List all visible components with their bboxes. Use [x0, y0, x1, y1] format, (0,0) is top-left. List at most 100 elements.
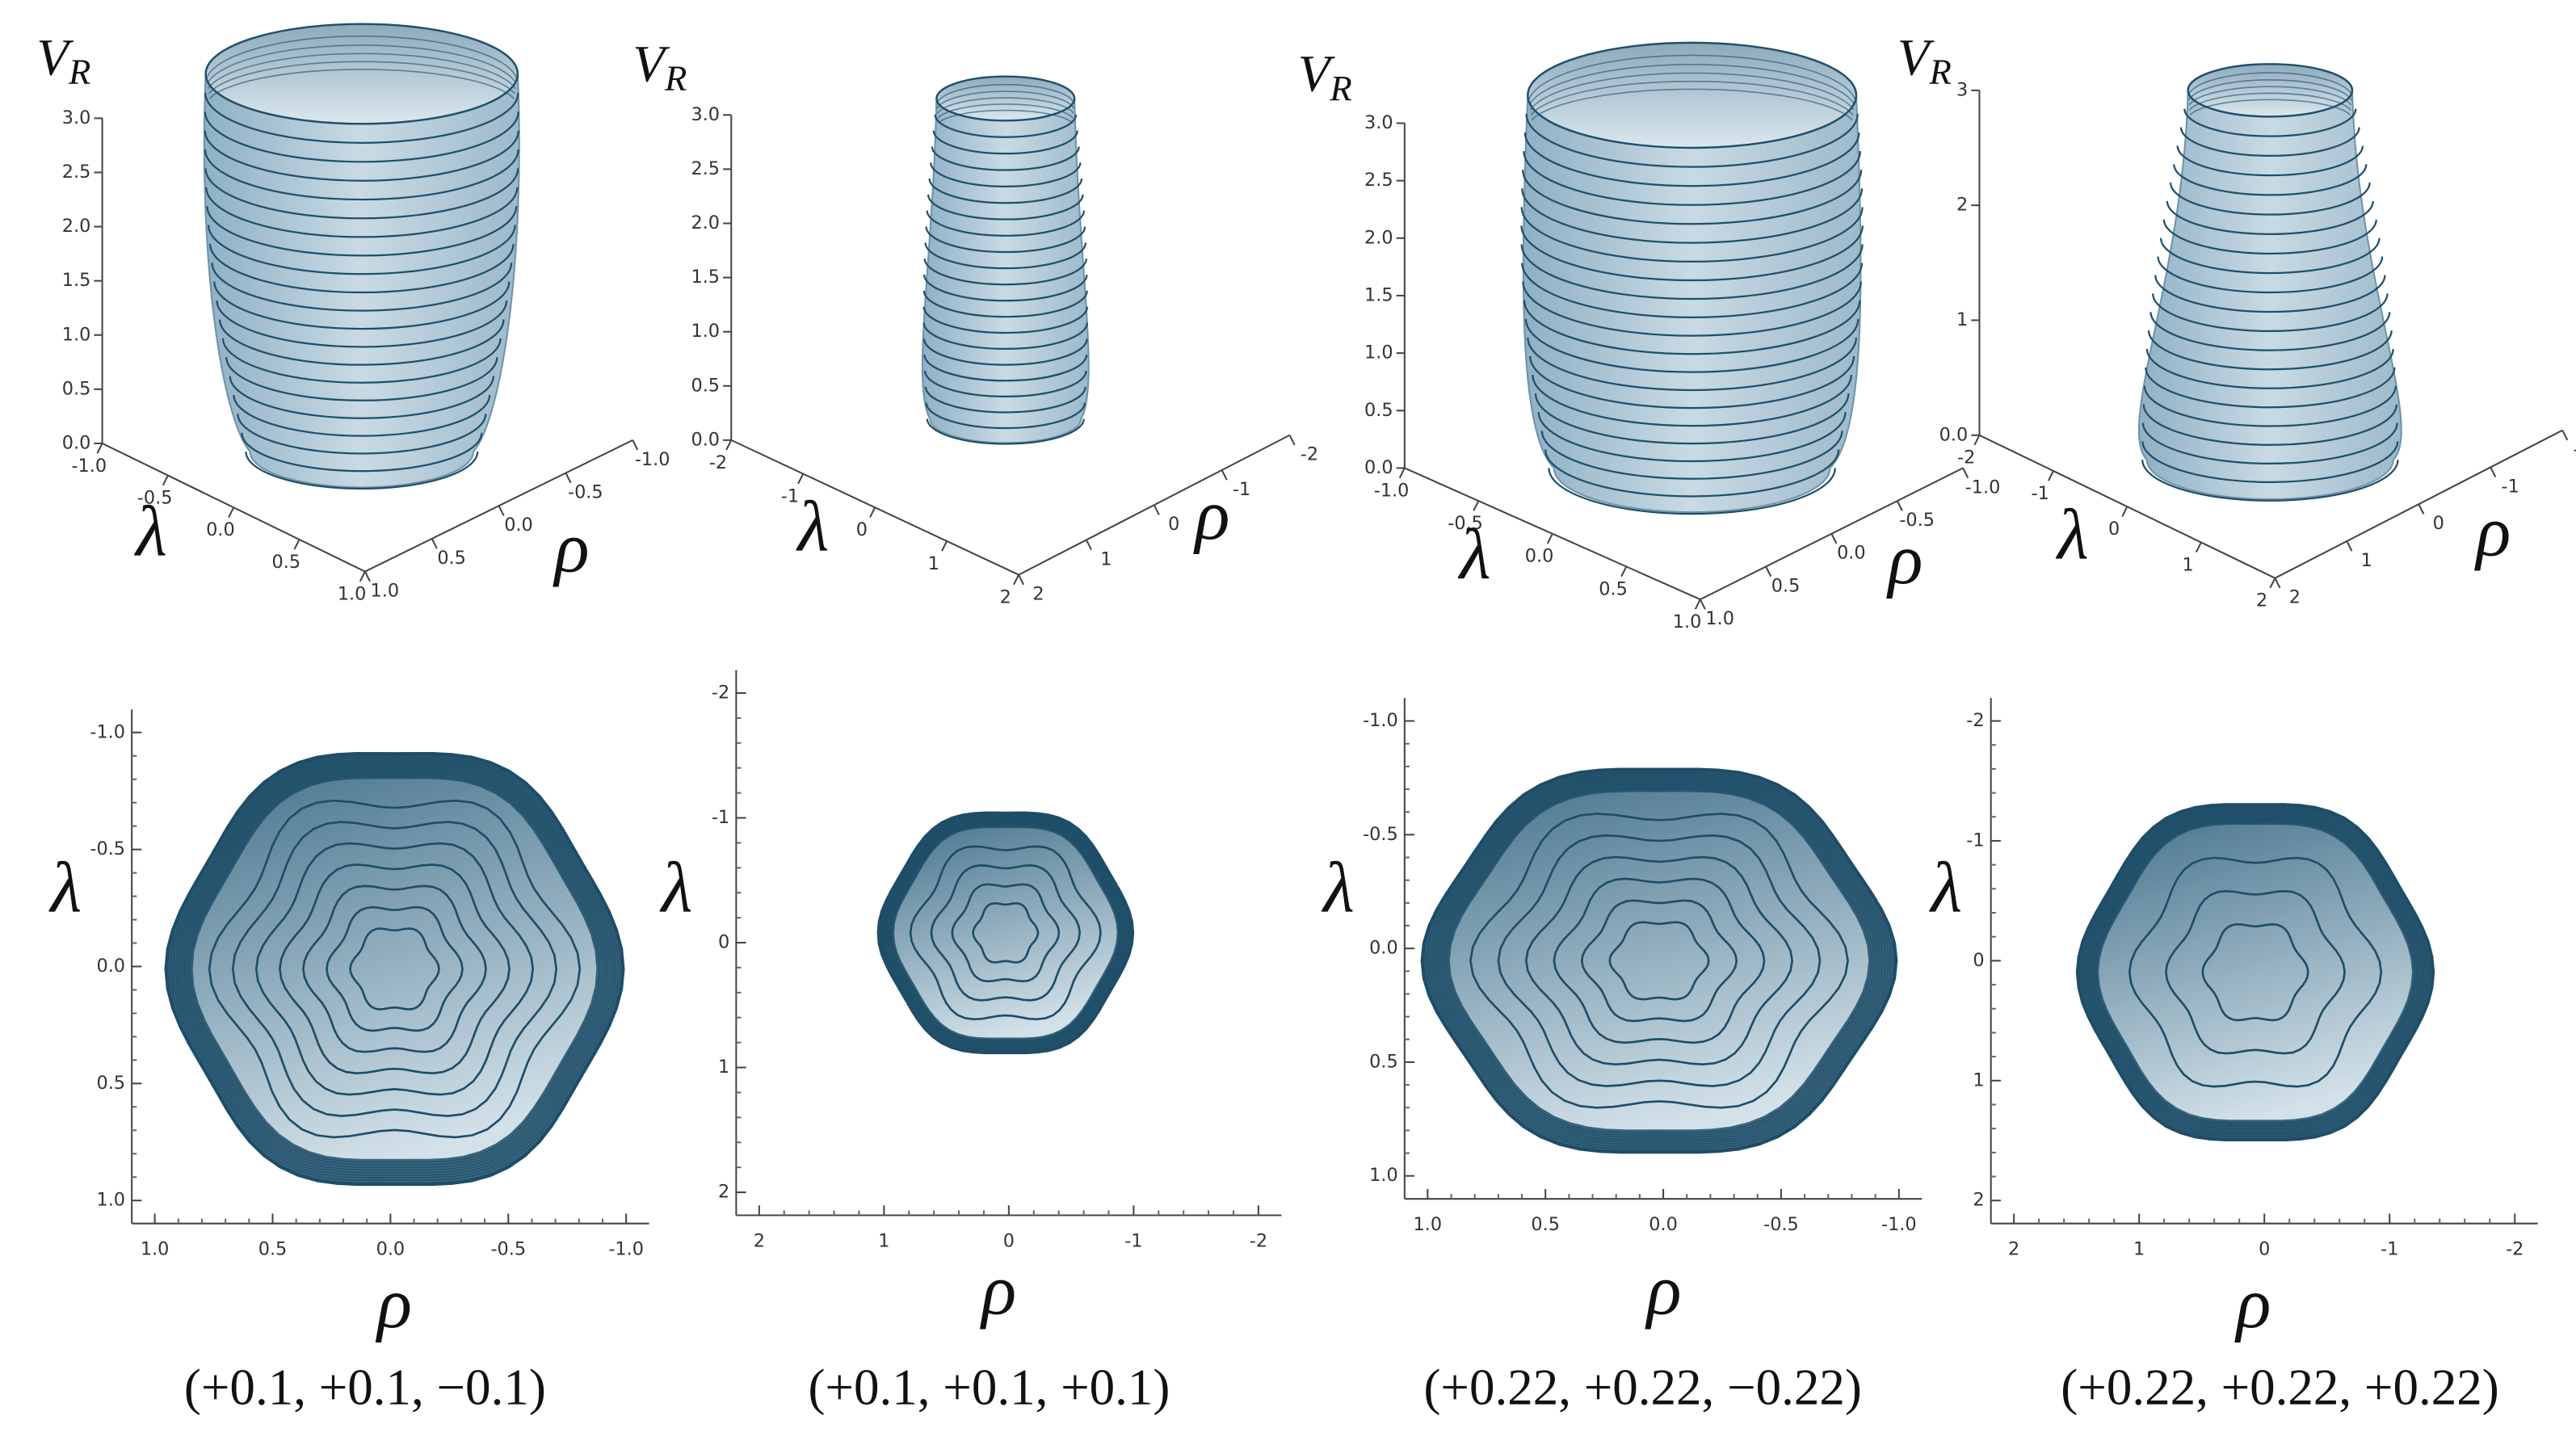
contour-line — [1443, 786, 1876, 1136]
tick — [869, 506, 876, 518]
tick — [632, 439, 639, 451]
surface — [2137, 89, 2402, 501]
contour-line — [1426, 772, 1893, 1149]
contour-line — [206, 206, 518, 257]
contour-line — [172, 759, 617, 1179]
tick — [1153, 504, 1160, 515]
tick — [96, 443, 103, 454]
tick — [1973, 435, 1981, 446]
axis-label: ρ — [979, 1250, 1016, 1330]
tick-label: 2 — [2008, 1239, 2019, 1260]
tick — [1013, 574, 1019, 586]
tick-label: 1 — [928, 553, 939, 574]
tick-label: 0.0 — [1939, 424, 1969, 445]
tick — [1473, 500, 1480, 511]
tick-label: 0 — [1973, 950, 1984, 971]
contour-line — [233, 394, 491, 437]
contour-line — [208, 243, 515, 294]
contour-line — [931, 146, 1080, 171]
tick — [1830, 533, 1838, 544]
contour-line — [302, 884, 487, 1053]
contour-line — [2143, 385, 2397, 427]
tick-label: 2 — [754, 1231, 765, 1252]
tick-label: 0.5 — [691, 375, 720, 396]
contour-line — [231, 821, 558, 1117]
contour-line — [208, 61, 515, 95]
tick-label: -0.5 — [90, 838, 125, 859]
tick — [359, 571, 366, 582]
contour-line — [254, 842, 534, 1096]
contour-line — [2080, 807, 2431, 1137]
contour-line — [2162, 219, 2377, 254]
tick-label: 2.5 — [691, 158, 720, 179]
tick — [2195, 541, 2202, 553]
tick-label: 1.0 — [1673, 611, 1702, 632]
tick-label: -1.0 — [71, 456, 107, 477]
tick-label: 0.0 — [1369, 938, 1398, 959]
tick-label: -1 — [781, 486, 799, 507]
contour-line — [204, 168, 519, 220]
contour-line — [2091, 817, 2420, 1128]
contour-line — [205, 35, 518, 79]
contour-line — [2149, 312, 2391, 351]
contour-line — [1423, 770, 1895, 1152]
tick-label: 1 — [1100, 548, 1112, 569]
tick-label: 0.0 — [504, 515, 533, 536]
axis-label: ρ — [553, 508, 590, 588]
contour-line — [1523, 132, 1860, 187]
axis-label: λ — [659, 848, 693, 928]
tick-label: 0 — [1168, 514, 1179, 535]
caption: (+0.1, +0.1, +0.1) — [809, 1359, 1170, 1416]
contour-line — [166, 754, 623, 1183]
contour-line — [1548, 468, 1836, 515]
contour-line — [923, 355, 1088, 382]
contour-line — [922, 322, 1089, 350]
axis-label: VR — [632, 35, 687, 99]
contour-line — [1524, 318, 1860, 373]
tick-label: 0.5 — [62, 378, 91, 399]
panel: 0.0123-2-1012210-1-2VRλρ-2-1012210-1-2λρ… — [1897, 28, 2576, 1415]
contour-line — [2201, 922, 2309, 1022]
contour-line — [1521, 188, 1864, 244]
contour-line — [204, 130, 519, 182]
axis-label-base: V — [632, 35, 670, 93]
tick-label: 1.0 — [1364, 342, 1393, 363]
contour-line — [927, 194, 1084, 221]
contour-line — [922, 290, 1088, 318]
contour-line — [205, 187, 519, 238]
x-axis — [730, 439, 1019, 576]
tick-label: -0.5 — [568, 481, 603, 502]
contour-line — [2145, 349, 2394, 389]
axis-label-base: V — [1897, 28, 1935, 86]
tick-label: 1.5 — [62, 270, 91, 291]
contour-line — [2187, 79, 2352, 101]
contour-line — [2187, 72, 2353, 96]
contour-line — [218, 319, 505, 366]
caption: (+0.22, +0.22, −0.22) — [1423, 1359, 1861, 1416]
tick-label: 0.0 — [376, 1239, 406, 1260]
contour-line — [1520, 207, 1864, 263]
tick-label: -2 — [1957, 447, 1975, 468]
contour-line — [178, 765, 611, 1174]
tick-label: -0.5 — [1448, 513, 1483, 534]
tick-label: -0.5 — [1363, 824, 1398, 845]
tick-label: 0.0 — [1525, 546, 1554, 567]
contour-line — [2141, 422, 2398, 464]
axis-label: VR — [1298, 45, 1352, 109]
contour-line — [2084, 811, 2427, 1134]
tick-label: -2 — [709, 452, 727, 473]
tick-label: 1.0 — [691, 321, 720, 342]
contour-line — [1530, 80, 1854, 116]
axis-label: λ — [1928, 848, 1962, 928]
contour-line — [213, 281, 511, 330]
tick-label: 2.5 — [62, 162, 91, 183]
contour-line — [1608, 921, 1710, 1001]
contour-line — [2128, 856, 2383, 1088]
tick-label: -1.0 — [90, 721, 125, 742]
contour-line — [326, 905, 464, 1032]
tick-label: 2 — [1032, 583, 1044, 604]
contour-line — [1469, 813, 1849, 1109]
axis-label-sub: R — [1329, 68, 1351, 108]
contour-line — [1523, 300, 1861, 355]
tick-label: -1.0 — [1374, 480, 1410, 501]
